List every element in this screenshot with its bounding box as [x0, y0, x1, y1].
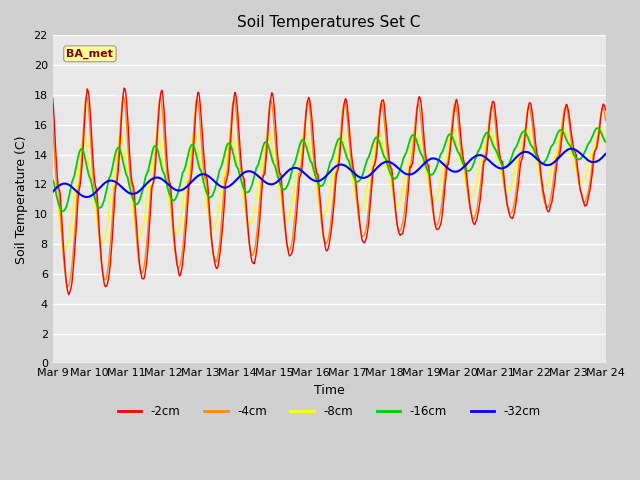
Y-axis label: Soil Temperature (C): Soil Temperature (C) [15, 135, 28, 264]
Legend: -2cm, -4cm, -8cm, -16cm, -32cm: -2cm, -4cm, -8cm, -16cm, -32cm [113, 401, 545, 423]
X-axis label: Time: Time [314, 384, 344, 397]
Text: BA_met: BA_met [67, 48, 113, 59]
Title: Soil Temperatures Set C: Soil Temperatures Set C [237, 15, 421, 30]
